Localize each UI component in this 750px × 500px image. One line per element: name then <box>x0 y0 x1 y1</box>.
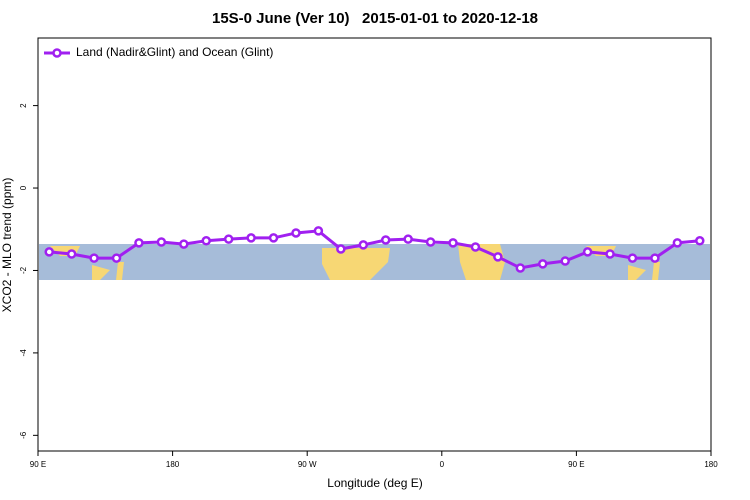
map-land <box>322 248 390 280</box>
point <box>380 235 391 245</box>
point <box>291 228 301 238</box>
point <box>111 253 122 263</box>
point <box>134 238 144 248</box>
y-tick-label: 2 <box>19 103 28 108</box>
map-land <box>458 244 505 280</box>
y-tick-label: -2 <box>19 266 28 274</box>
x-tick-label: 90 W <box>298 460 317 469</box>
y-tick-label: -4 <box>19 349 28 357</box>
point <box>650 253 660 263</box>
x-tick-label: 90 E <box>30 460 46 469</box>
map-band <box>39 244 710 280</box>
point <box>493 252 503 262</box>
point <box>223 234 234 244</box>
point <box>246 233 256 243</box>
point <box>403 234 413 244</box>
x-tick-label: 180 <box>704 460 718 469</box>
x-tick-label: 0 <box>440 460 445 469</box>
plot-frame <box>37 37 712 452</box>
point <box>313 226 324 236</box>
point <box>582 247 593 257</box>
point <box>268 233 279 243</box>
y-tick-label: -6 <box>19 431 28 439</box>
point <box>336 244 346 254</box>
x-tick-label: 90 E <box>568 460 584 469</box>
point <box>672 238 683 248</box>
point <box>179 239 189 249</box>
point <box>560 256 570 266</box>
point <box>44 247 54 257</box>
chart-title: 15S-0 June (Ver 10) 2015-01-01 to 2020-1… <box>212 10 538 27</box>
legend-label: Land (Nadir&Glint) and Ocean (Glint) <box>76 45 273 59</box>
point <box>201 236 211 246</box>
y-tick-label: 0 <box>19 185 28 190</box>
point <box>89 253 99 263</box>
point <box>448 238 458 248</box>
point <box>425 237 436 247</box>
point <box>358 240 369 250</box>
point <box>538 259 548 269</box>
point <box>627 253 638 263</box>
point <box>515 263 526 273</box>
point <box>156 237 167 247</box>
point <box>66 249 77 259</box>
point <box>470 242 481 252</box>
legend-marker <box>52 48 62 58</box>
point <box>605 249 615 259</box>
x-axis-label: Longitude (deg E) <box>327 476 422 490</box>
x-tick-label: 180 <box>166 460 180 469</box>
y-axis-label: XCO2 - MLO trend (ppm) <box>0 178 14 313</box>
point <box>695 236 705 246</box>
